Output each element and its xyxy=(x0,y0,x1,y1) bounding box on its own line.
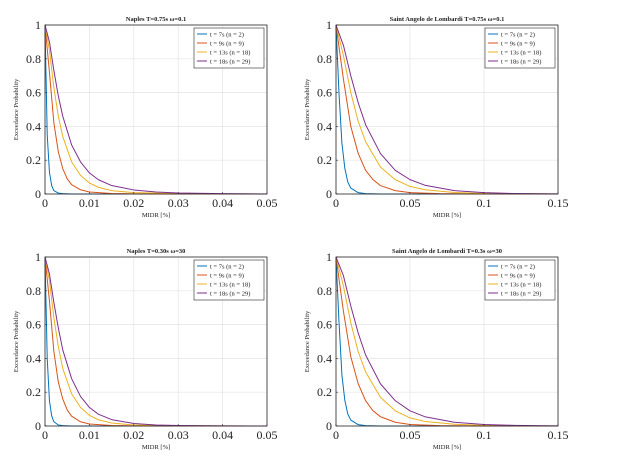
x-tick-label: 0.02 xyxy=(123,196,144,210)
x-tick-label: 0.01 xyxy=(79,428,100,442)
legend-label-4: t = 18s (n = 29) xyxy=(210,290,250,297)
y-tick-label: 0 xyxy=(326,419,332,433)
axes-box xyxy=(335,24,559,195)
x-tick-label: 0.15 xyxy=(548,196,569,210)
y-axis-label: Exceedance Probability xyxy=(13,310,20,372)
axes-box xyxy=(44,24,268,195)
y-tick-label: 0 xyxy=(35,187,41,201)
chart-2: 0 0.05 0.1 0.15 0 0.2 0.4 0.6 0.8 1 Saint Angelo d… xyxy=(304,16,569,219)
y-tick-label: 0.2 xyxy=(317,385,332,399)
x-tick-label: 0.05 xyxy=(400,196,421,210)
legend-label-4: t = 18s (n = 29) xyxy=(501,58,541,65)
y-tick-label: 0 xyxy=(326,187,332,201)
y-tick-label: 0.8 xyxy=(26,52,41,66)
legend: t = 7s (n = 2) t = 9s (n = 9) t = 13s (n =… xyxy=(193,259,265,301)
y-tick-label: 0.8 xyxy=(317,284,332,298)
x-tick-label: 0.05 xyxy=(257,428,278,442)
x-tick-label: 0 xyxy=(333,428,339,442)
x-axis-label: MIDR [%] xyxy=(433,212,461,219)
x-tick-label: 0.03 xyxy=(168,428,189,442)
y-axis-label: Exceedance Probability xyxy=(13,78,20,140)
legend-label-2: t = 9s (n = 9) xyxy=(210,272,244,279)
y-axis-label: Exceedance Probability xyxy=(304,78,311,140)
x-tick-label: 0 xyxy=(333,196,339,210)
chart-1: 0 0.01 0.02 0.03 0.04 0.05 0 0.2 0.4 0.6 0.8 1 Naple… xyxy=(13,16,278,219)
x-tick-label: 0.04 xyxy=(212,428,233,442)
x-tick-label: 0 xyxy=(42,428,48,442)
legend-label-1: t = 7s (n = 2) xyxy=(501,263,535,270)
x-tick-label: 0.04 xyxy=(212,196,233,210)
x-tick-label: 0.05 xyxy=(400,428,421,442)
y-tick-label: 0.4 xyxy=(26,351,41,365)
x-axis-label: MIDR [%] xyxy=(433,444,461,451)
x-tick-label: 0.1 xyxy=(477,196,492,210)
chart-title: Saint Angelo de Lombardi T=0.3s ω=30 xyxy=(392,248,502,255)
legend-label-4: t = 18s (n = 29) xyxy=(501,290,541,297)
chart-title: Naples T=0.75s ω=0.1 xyxy=(126,16,186,23)
x-tick-label: 0.01 xyxy=(79,196,100,210)
series-line-2 xyxy=(44,256,268,427)
y-tick-label: 1 xyxy=(326,250,332,264)
y-tick-label: 0.2 xyxy=(26,385,41,399)
legend: t = 7s (n = 2) t = 9s (n = 9) t = 13s (n =… xyxy=(484,27,556,69)
x-tick-label: 0.1 xyxy=(477,428,492,442)
y-tick-label: 0 xyxy=(35,419,41,433)
series-line-4 xyxy=(44,24,268,195)
y-tick-label: 0.6 xyxy=(317,86,332,100)
legend-label-3: t = 13s (n = 18) xyxy=(501,49,541,56)
axes-box xyxy=(44,256,268,427)
y-tick-label: 0.2 xyxy=(317,153,332,167)
y-tick-label: 0.4 xyxy=(317,119,332,133)
legend-label-1: t = 7s (n = 2) xyxy=(210,31,244,38)
legend-label-3: t = 13s (n = 18) xyxy=(210,49,250,56)
y-tick-label: 0.4 xyxy=(26,119,41,133)
y-tick-label: 1 xyxy=(35,18,41,32)
legend-label-3: t = 13s (n = 18) xyxy=(210,281,250,288)
x-axis-label: MIDR [%] xyxy=(142,212,170,219)
chart-4: 0 0.05 0.1 0.15 0 0.2 0.4 0.6 0.8 1 Saint Angelo d… xyxy=(304,248,569,451)
x-axis-label: MIDR [%] xyxy=(142,444,170,451)
chart-title: Saint Angelo de Lombardi T=0.75s ω=0.1 xyxy=(390,16,505,23)
x-tick-label: 0.05 xyxy=(257,196,278,210)
x-tick-label: 0 xyxy=(42,196,48,210)
legend-label-2: t = 9s (n = 9) xyxy=(501,40,535,47)
y-tick-label: 0.6 xyxy=(26,86,41,100)
y-tick-label: 0.6 xyxy=(26,318,41,332)
legend-label-1: t = 7s (n = 2) xyxy=(501,31,535,38)
y-tick-label: 0.2 xyxy=(26,153,41,167)
y-tick-label: 0.4 xyxy=(317,351,332,365)
x-tick-label: 0.15 xyxy=(548,428,569,442)
legend-label-3: t = 13s (n = 18) xyxy=(501,281,541,288)
y-axis-label: Exceedance Probability xyxy=(304,310,311,372)
legend: t = 7s (n = 2) t = 9s (n = 9) t = 13s (n =… xyxy=(193,27,265,69)
series-line-4 xyxy=(44,256,268,427)
legend-label-2: t = 9s (n = 9) xyxy=(501,272,535,279)
y-tick-label: 1 xyxy=(35,250,41,264)
y-tick-label: 0.8 xyxy=(26,284,41,298)
y-tick-label: 1 xyxy=(326,18,332,32)
legend-label-4: t = 18s (n = 29) xyxy=(210,58,250,65)
x-tick-label: 0.03 xyxy=(168,196,189,210)
legend-label-2: t = 9s (n = 9) xyxy=(210,40,244,47)
legend: t = 7s (n = 2) t = 9s (n = 9) t = 13s (n =… xyxy=(484,259,556,301)
legend-label-1: t = 7s (n = 2) xyxy=(210,263,244,270)
series-line-3 xyxy=(44,24,267,195)
y-tick-label: 0.6 xyxy=(317,318,332,332)
axes-box xyxy=(335,256,559,427)
y-tick-label: 0.8 xyxy=(317,52,332,66)
chart-title: Naples T=0.30s ω=30 xyxy=(127,248,186,255)
x-tick-label: 0.02 xyxy=(123,428,144,442)
chart-3: 0 0.01 0.02 0.03 0.04 0.05 0 0.2 0.4 0.6 0.8 1 Naple… xyxy=(13,248,278,451)
